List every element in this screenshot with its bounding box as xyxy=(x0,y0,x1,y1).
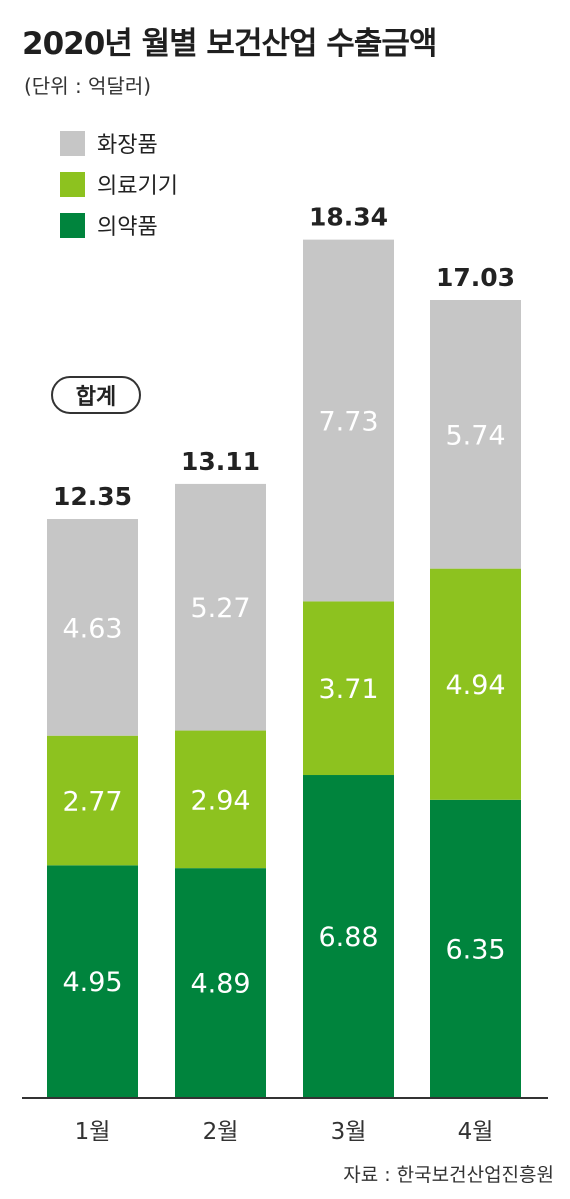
x-tick-label: 3월 xyxy=(331,1119,367,1145)
value-label: 5.74 xyxy=(445,420,505,451)
total-badge-label: 합계 xyxy=(76,384,116,410)
legend-label: 화장품 xyxy=(97,133,158,158)
x-tick-label: 1월 xyxy=(75,1119,111,1145)
bar-segment-의약품 xyxy=(175,868,266,1097)
source-note: 자료 : 한국보건산업진흥원 xyxy=(343,1164,554,1186)
total-label: 18.34 xyxy=(309,203,388,232)
bar-segment-의약품 xyxy=(47,865,138,1097)
bar-segment-화장품 xyxy=(47,519,138,736)
value-label: 3.71 xyxy=(318,674,378,705)
total-label: 17.03 xyxy=(436,263,515,292)
bar-segment-의약품 xyxy=(430,799,521,1097)
legend-swatch xyxy=(60,213,85,238)
x-tick-label: 4월 xyxy=(458,1119,494,1145)
legend-swatch xyxy=(60,172,85,197)
legend-label: 의약품 xyxy=(97,215,158,240)
chart-title: 2020년 월별 보건산업 수출금액 xyxy=(22,26,437,62)
total-badge xyxy=(51,376,141,414)
x-tick-label: 2월 xyxy=(203,1119,239,1145)
value-label: 7.73 xyxy=(318,407,378,438)
bar-segment-화장품 xyxy=(430,299,521,569)
bar-segment-의료기기 xyxy=(175,730,266,869)
value-label: 5.27 xyxy=(190,593,250,624)
value-label: 4.89 xyxy=(190,969,250,1000)
bar-segment-화장품 xyxy=(175,483,266,731)
value-label: 4.95 xyxy=(62,967,122,998)
bar-segment-화장품 xyxy=(303,239,394,602)
total-label: 13.11 xyxy=(181,447,260,476)
value-label: 2.94 xyxy=(190,785,250,816)
bar-segment-의료기기 xyxy=(430,568,521,800)
legend-label: 의료기기 xyxy=(97,174,178,199)
unit-note: (단위 : 억달러) xyxy=(24,74,152,98)
bar-segment-의료기기 xyxy=(47,735,138,866)
bar-segment-의료기기 xyxy=(303,601,394,776)
value-label: 6.88 xyxy=(318,922,378,953)
total-label: 12.35 xyxy=(53,482,132,511)
legend-swatch xyxy=(60,131,85,156)
value-label: 2.77 xyxy=(62,787,122,818)
value-label: 6.35 xyxy=(445,934,505,965)
value-label: 4.94 xyxy=(445,670,505,701)
value-label: 4.63 xyxy=(62,613,122,644)
bar-segment-의약품 xyxy=(303,775,394,1097)
